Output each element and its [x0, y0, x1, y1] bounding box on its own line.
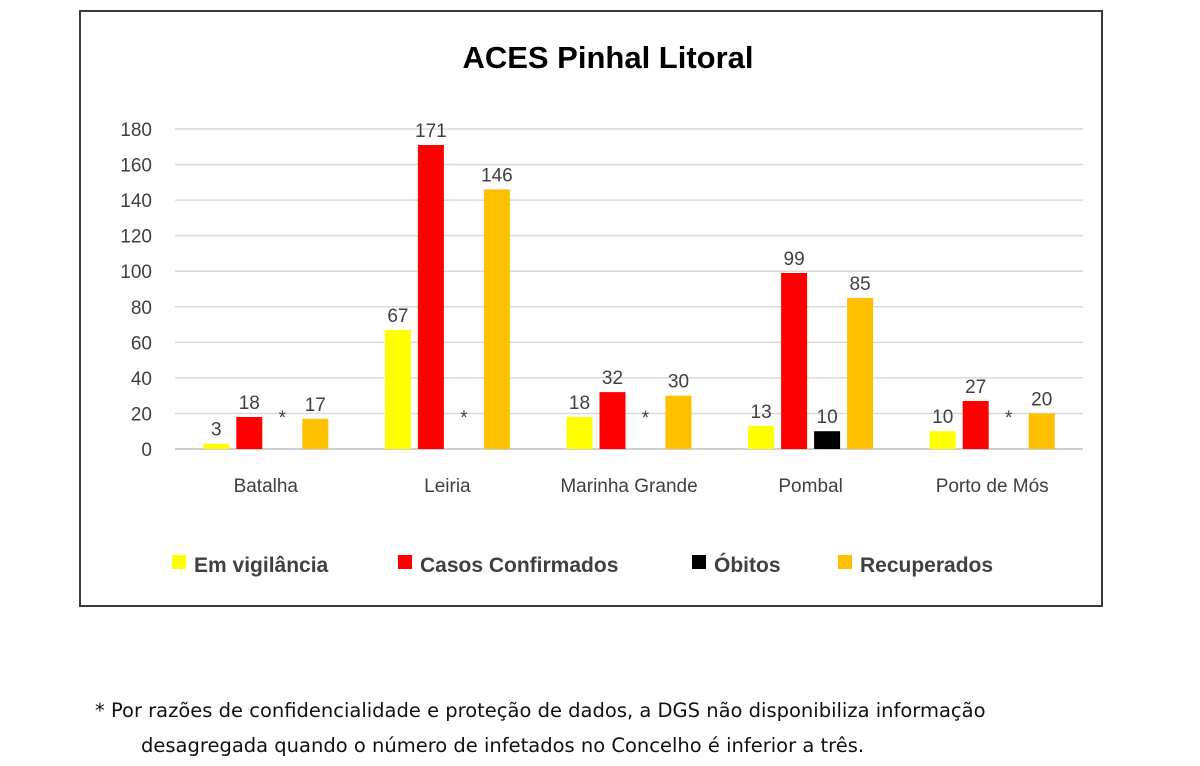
x-axis-categories: Batalha Leiria Marinha Grande Pombal Porto d… [234, 476, 1049, 497]
bar [748, 425, 775, 449]
footnote-line-1: * Por razões de confidencialidade e prot… [95, 699, 986, 722]
bar [962, 401, 989, 449]
y-tick-label: 180 [120, 120, 152, 141]
data-label: 32 [602, 368, 623, 389]
x-category-label: Pombal [778, 476, 842, 497]
legend-swatch [398, 555, 412, 569]
y-tick-label: 0 [141, 440, 152, 461]
legend-label: Casos Confirmados [420, 554, 618, 577]
bar [814, 431, 841, 449]
bar [781, 273, 808, 449]
data-label: 171 [415, 121, 447, 142]
y-tick-label: 80 [131, 298, 152, 319]
bar [483, 189, 510, 449]
bar [302, 418, 329, 449]
data-label: 85 [850, 274, 871, 295]
data-label: 27 [965, 377, 986, 398]
y-tick-label: 160 [120, 156, 152, 177]
bar [929, 431, 956, 449]
legend-label: Em vigilância [194, 554, 329, 577]
y-tick-label: 100 [120, 262, 152, 283]
data-label: 146 [481, 165, 513, 186]
bar [599, 392, 626, 449]
data-label: 30 [668, 372, 689, 393]
y-tick-label: 20 [131, 404, 152, 425]
missing-data-marker: * [279, 408, 287, 429]
data-label: 10 [817, 407, 838, 428]
chart-frame [79, 10, 1103, 607]
bar [566, 417, 593, 449]
y-axis-ticks: 0 20 40 60 80 100 120 140 160 180 [120, 120, 152, 461]
data-label: 99 [784, 249, 805, 270]
bar [417, 145, 444, 449]
missing-data-marker: * [642, 408, 650, 429]
data-label: 18 [239, 393, 260, 414]
data-label: 3 [211, 420, 222, 441]
x-category-label: Porto de Mós [936, 476, 1049, 497]
bar [236, 417, 263, 449]
legend-swatch [838, 555, 852, 569]
bar [384, 329, 411, 449]
bar [1028, 413, 1055, 449]
data-label: 67 [387, 306, 408, 327]
y-tick-label: 40 [131, 369, 152, 390]
bars [203, 145, 1055, 449]
bar [665, 395, 692, 449]
data-labels: 3 18 * 17 67 171 * 146 18 32 * 30 13 99 10 85 10 27 * 20 [211, 121, 1052, 441]
legend-label: Óbitos [714, 553, 781, 577]
missing-data-marker: * [460, 408, 468, 429]
legend: Em vigilância Casos Confirmados Óbitos Recu… [172, 553, 993, 577]
data-label: 20 [1031, 389, 1052, 410]
bar [203, 443, 230, 449]
footnote: * Por razões de confidencialidade e prot… [95, 693, 1195, 763]
x-category-label: Leiria [424, 476, 471, 497]
x-category-label: Batalha [234, 476, 299, 497]
data-label: 17 [305, 395, 326, 416]
legend-swatch [172, 555, 186, 569]
y-tick-label: 120 [120, 227, 152, 248]
legend-label: Recuperados [860, 554, 993, 577]
chart-title: ACES Pinhal Litoral [462, 40, 753, 75]
missing-data-marker: * [1005, 408, 1013, 429]
bar [847, 297, 874, 449]
legend-swatch [692, 555, 706, 569]
y-tick-label: 60 [131, 333, 152, 354]
y-tick-label: 140 [120, 191, 152, 212]
data-label: 10 [932, 407, 953, 428]
data-label: 18 [569, 393, 590, 414]
x-category-label: Marinha Grande [560, 476, 697, 497]
data-label: 13 [751, 402, 772, 423]
footnote-line-2: desagregada quando o número de infetados… [141, 734, 865, 757]
